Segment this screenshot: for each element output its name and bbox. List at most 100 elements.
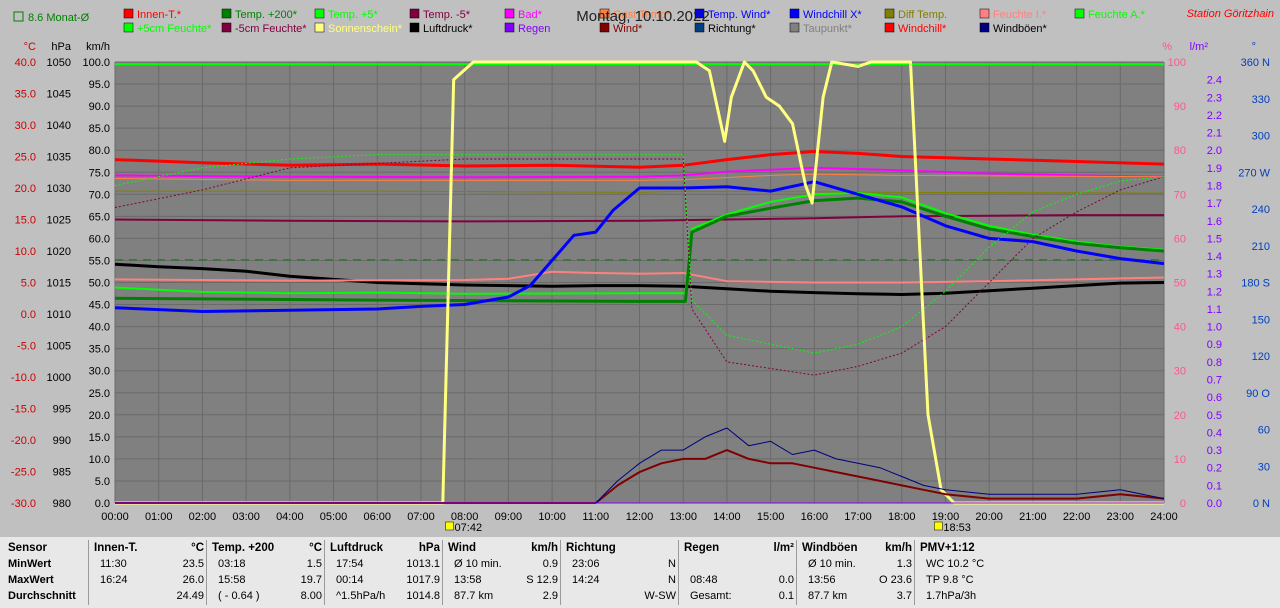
stats-cell-time: 13:58 xyxy=(454,574,482,586)
stats-separator xyxy=(560,540,561,605)
wind-tick-label: 25.0 xyxy=(89,388,110,400)
x-tick-label: 13:00 xyxy=(669,511,697,523)
rain-tick-label: 1.7 xyxy=(1207,198,1222,210)
wind-tick-label: 5.0 xyxy=(95,476,110,488)
stats-cell-time: 03:18 xyxy=(218,558,246,570)
x-tick-label: 00:00 xyxy=(101,511,129,523)
direction-tick-label: 30 xyxy=(1258,461,1270,473)
legend-swatch xyxy=(504,22,515,33)
stats-column: Regen l/m² 08:48 0.0 Gesamt: 0.1 xyxy=(684,540,794,606)
rain-tick-label: 1.4 xyxy=(1207,251,1222,263)
pressure-tick-label: 1005 xyxy=(47,341,71,353)
series-line-wind- xyxy=(115,449,1165,504)
rain-tick-label: 1.9 xyxy=(1207,163,1222,175)
humidity-axis-label: % xyxy=(1162,41,1172,53)
stats-cell-value: 26.0 xyxy=(182,574,204,586)
humidity-tick-label: 50 xyxy=(1174,278,1186,290)
avg-legend-box xyxy=(13,11,24,22)
stats-cell: 13:56 O 23.6 xyxy=(802,572,912,588)
stats-cell-value: 1013.1 xyxy=(406,558,440,570)
avg-label: 8.6 Monat-Ø xyxy=(28,12,90,24)
x-tick-label: 24:00 xyxy=(1150,511,1178,523)
x-tick-label: 02:00 xyxy=(189,511,217,523)
legend-entry: Innen-T.* xyxy=(137,9,182,21)
stats-cell-value: 19.7 xyxy=(300,574,322,586)
stats-cell-value: 0.1 xyxy=(778,590,794,602)
legend-swatch xyxy=(504,8,515,19)
x-tick-label: 07:00 xyxy=(407,511,435,523)
direction-tick-label: 60 xyxy=(1258,425,1270,437)
stats-cell: Gesamt: 0.1 xyxy=(684,588,794,604)
series-line-temp-wind- xyxy=(114,180,1165,313)
temp-tick-label: -10.0 xyxy=(11,372,36,384)
pressure-tick-label: 985 xyxy=(53,467,71,479)
stats-cell-value: W-SW xyxy=(644,590,676,602)
stats-cell: 11:30 23.5 xyxy=(94,556,204,572)
sunrise-icon xyxy=(445,521,454,531)
grid xyxy=(114,61,1165,504)
x-tick-label: 20:00 xyxy=(975,511,1003,523)
statistics-panel: Sensor MinWert MaxWert Durchschnitt Innen-T.… xyxy=(0,537,1280,608)
humidity-tick-label: 70 xyxy=(1174,189,1186,201)
legend-entry: Luftdruck* xyxy=(423,23,473,35)
rain-tick-label: 0.6 xyxy=(1207,392,1222,404)
stats-cell: 23:06 N xyxy=(566,556,676,572)
stats-row-label: MaxWert xyxy=(8,574,54,586)
x-tick-label: 11:00 xyxy=(582,511,609,523)
legend-entry: Diff Temp. xyxy=(898,9,947,21)
legend-swatch xyxy=(409,22,420,33)
stats-column: Innen-T. °C 11:30 23.5 16:24 26.0 24.49 xyxy=(94,540,204,606)
legend-swatch xyxy=(123,8,134,19)
stats-column-header: PMV+1:12 xyxy=(920,540,1030,556)
legend: Innen-T.* Temp. +200* Temp. +5* Temp. -5* Ba… xyxy=(123,8,1146,35)
rain-tick-label: 1.8 xyxy=(1207,180,1222,192)
stats-column: Richtung 23:06 N 14:24 N W-SW xyxy=(566,540,676,606)
rain-tick-label: 1.5 xyxy=(1207,233,1222,245)
temp-tick-label: 20.0 xyxy=(15,183,36,195)
stats-column-unit: km/h xyxy=(885,542,912,554)
humidity-tick-label: 20 xyxy=(1174,410,1186,422)
legend-swatch xyxy=(1074,8,1085,19)
stats-column-title: Temp. +200 xyxy=(212,542,275,554)
legend-swatch xyxy=(123,22,134,33)
legend-entry: Regen xyxy=(518,23,550,35)
direction-tick-label: 0 N xyxy=(1253,498,1270,510)
x-tick-label: 15:00 xyxy=(757,511,785,523)
legend-swatch xyxy=(884,22,895,33)
x-tick-label: 06:00 xyxy=(363,511,391,523)
direction-tick-label: 210 xyxy=(1252,241,1270,253)
series-line-feuchte-i- xyxy=(114,270,1165,284)
legend-swatch xyxy=(221,8,232,19)
sunset-icon xyxy=(934,521,943,531)
humidity-tick-label: 80 xyxy=(1174,145,1186,157)
wind-tick-label: 0.0 xyxy=(95,498,110,510)
rain-tick-label: 1.0 xyxy=(1207,322,1222,334)
legend-swatch xyxy=(979,22,990,33)
stats-cell: 14:24 N xyxy=(566,572,676,588)
pressure-tick-label: 1040 xyxy=(47,120,71,132)
humidity-tick-label: 60 xyxy=(1174,233,1186,245)
stats-cell-value: 8.00 xyxy=(300,590,322,602)
stats-column-header: Innen-T. °C xyxy=(94,540,204,556)
x-tick-label: 08:00 xyxy=(451,511,479,523)
direction-tick-label: 90 O xyxy=(1246,388,1270,400)
humidity-tick-label: 0 xyxy=(1180,498,1186,510)
legend-entry: Richtung* xyxy=(708,23,756,35)
stats-cell-time: 13:56 xyxy=(808,574,836,586)
series-line-bad- xyxy=(114,166,1165,179)
series-line-sonnenschein- xyxy=(115,60,1164,505)
stats-cell-time: 15:58 xyxy=(218,574,246,586)
x-tick-label: 12:00 xyxy=(626,511,654,523)
stats-cell-value: 24.49 xyxy=(176,590,204,602)
stats-column-title: Richtung xyxy=(566,542,616,554)
x-tick-label: 05:00 xyxy=(320,511,348,523)
stats-cell-value: 0.0 xyxy=(778,574,794,586)
series-line--5cm-feuchte- xyxy=(114,154,1165,354)
wind-tick-label: 90.0 xyxy=(89,101,110,113)
stats-cell: TP 9.8 °C xyxy=(920,572,1030,588)
rain-tick-label: 0.9 xyxy=(1207,339,1222,351)
stats-column-title: Windböen xyxy=(802,542,858,554)
stats-separator xyxy=(442,540,443,605)
legend-swatch xyxy=(694,22,705,33)
rain-tick-label: 0.7 xyxy=(1207,375,1222,387)
